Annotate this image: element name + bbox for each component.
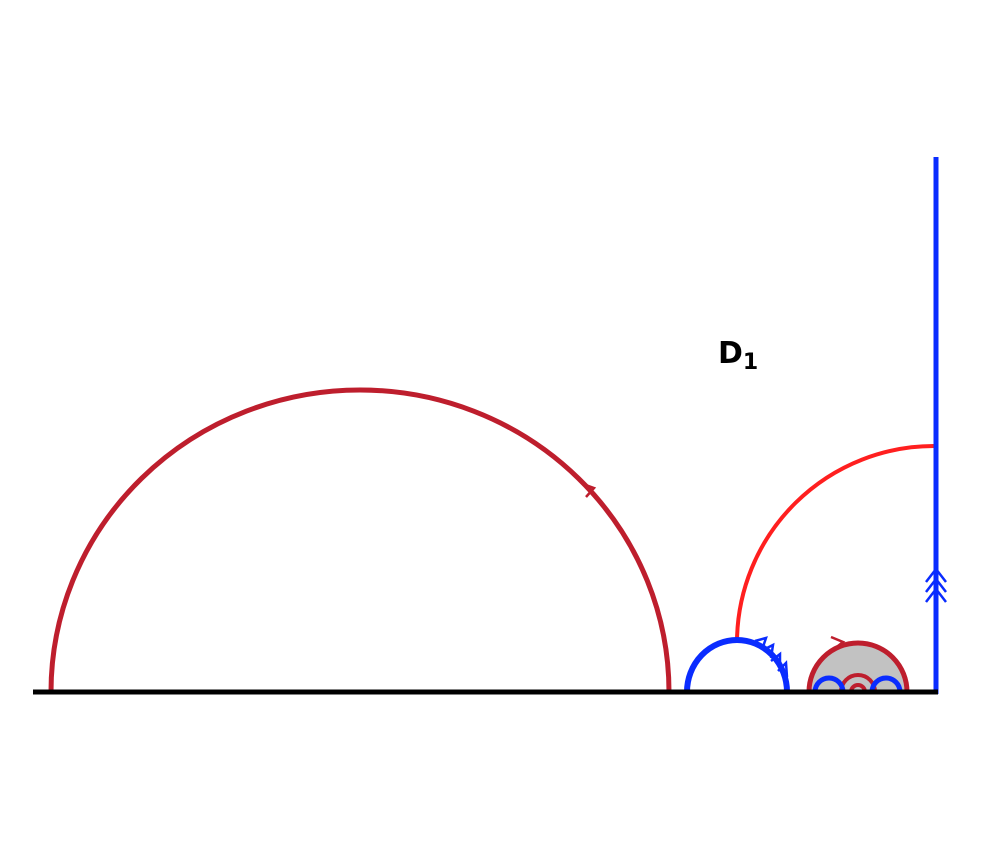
small-dark-arc-arrow xyxy=(830,635,846,651)
region-label: D1 xyxy=(718,336,758,375)
small-dark-red-arc xyxy=(806,640,910,693)
large-dark-red-arc xyxy=(48,387,672,693)
red-quarter-arc xyxy=(735,444,935,641)
region-label-main: D xyxy=(718,336,743,371)
small-blue-arc-right xyxy=(869,675,903,693)
large-arc-arrow xyxy=(582,482,597,498)
small-blue-arc-left xyxy=(812,675,846,693)
region-label-subscript: 1 xyxy=(743,350,758,375)
blue-semicircle xyxy=(684,637,790,693)
vertical-line-arrows xyxy=(925,566,947,603)
blue-arc-arrows xyxy=(754,636,789,678)
